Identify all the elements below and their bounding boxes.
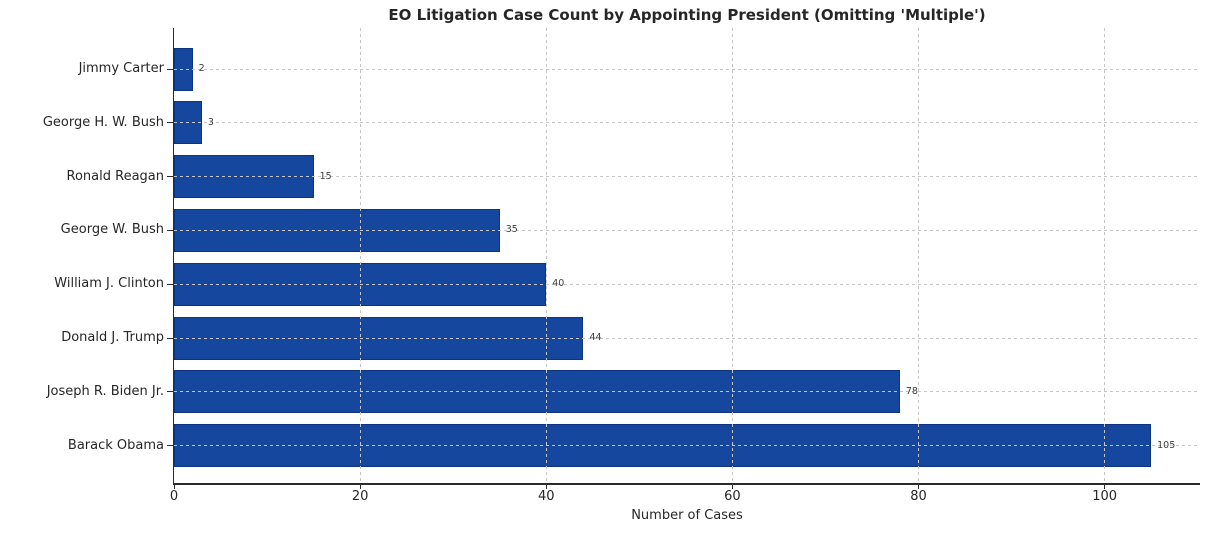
y-tick-label: George H. W. Bush [42, 114, 164, 130]
y-tick-label: George W. Bush [60, 222, 164, 238]
y-tick-mark [167, 229, 173, 231]
grid-line-horizontal [174, 229, 1200, 231]
bar-value-label: 35 [505, 224, 518, 236]
grid-line-horizontal [174, 337, 1200, 339]
grid-line-horizontal [174, 122, 1200, 124]
grid-line-vertical [545, 28, 547, 483]
bar-value-label: 78 [905, 385, 918, 397]
grid-line-horizontal [174, 68, 1200, 70]
x-axis-label: Number of Cases [631, 508, 743, 523]
y-tick-label: Barack Obama [67, 437, 164, 453]
x-axis-spine [172, 483, 1200, 485]
x-tick-label: 40 [537, 489, 555, 504]
y-axis-spine [172, 28, 174, 485]
x-tick-mark [1104, 484, 1106, 489]
y-tick-mark [167, 176, 173, 178]
y-tick-mark [167, 68, 173, 70]
grid-line-horizontal [174, 445, 1200, 447]
y-tick-label: William J. Clinton [54, 276, 164, 292]
x-tick-label: 80 [910, 489, 927, 504]
grid-line-vertical [1104, 28, 1106, 483]
x-tick-label: 60 [724, 489, 741, 504]
grid-line-horizontal [174, 391, 1200, 393]
y-tick-label: Joseph R. Biden Jr. [46, 383, 164, 399]
bar-value-label: 3 [207, 116, 214, 128]
x-tick-label: 0 [169, 489, 179, 504]
grid-line-vertical [917, 28, 919, 483]
bar-value-label: 40 [552, 278, 565, 290]
bar-value-label: 105 [1157, 439, 1176, 451]
x-tick-mark [359, 484, 361, 489]
bar-value-label: 44 [589, 332, 602, 343]
y-tick-mark [167, 122, 173, 124]
grid-line-horizontal [174, 283, 1200, 285]
x-tick-label: 20 [351, 489, 369, 504]
x-tick-mark [545, 484, 547, 489]
x-tick-mark [731, 484, 733, 489]
plot-area: 2 3 15 35 40 44 78 105 [174, 28, 1200, 483]
y-tick-mark [167, 445, 173, 447]
bar-value-label: 2 [198, 63, 205, 74]
y-tick-mark [167, 337, 173, 339]
x-tick-mark [173, 484, 175, 489]
y-tick-label: Donald J. Trump [61, 330, 164, 345]
y-tick-label: Ronald Reagan [66, 168, 164, 184]
y-tick-label: Jimmy Carter [78, 61, 164, 76]
x-tick-label: 100 [1092, 489, 1118, 504]
grid-line-horizontal [174, 176, 1200, 178]
y-tick-mark [167, 283, 173, 285]
grid-line-vertical [359, 28, 361, 483]
chart-title: EO Litigation Case Count by Appointing P… [388, 6, 986, 24]
grid-line-vertical [731, 28, 733, 483]
x-tick-mark [917, 484, 919, 489]
bar-value-label: 15 [319, 170, 332, 182]
y-tick-mark [167, 391, 173, 393]
